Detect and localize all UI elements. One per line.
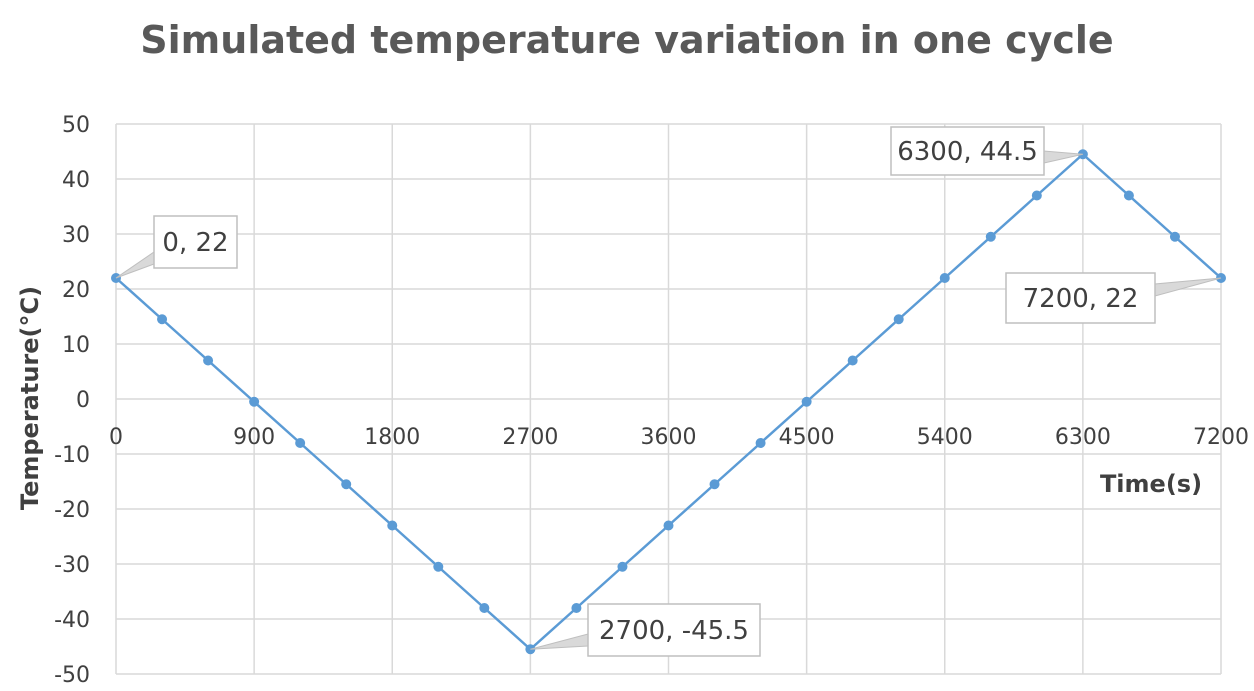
gridlines — [115, 123, 1222, 675]
callout-leader — [115, 251, 155, 279]
callout-leader — [1043, 150, 1083, 164]
y-axis-ticks: 50 40 30 20 10 0 -10 -20 -30 -40 -50 — [54, 113, 90, 688]
y-tick-label: 40 — [62, 168, 90, 193]
data-point — [341, 479, 352, 490]
x-tick-label: 0 — [109, 425, 123, 450]
data-point — [985, 231, 996, 242]
data-point — [1169, 231, 1180, 242]
data-point — [203, 355, 214, 366]
y-tick-label: -40 — [54, 608, 90, 633]
data-point — [709, 479, 720, 490]
x-tick-label: 2700 — [502, 425, 558, 450]
x-tick-label: 7200 — [1193, 425, 1249, 450]
x-tick-label: 3600 — [641, 425, 697, 450]
data-callouts: 0, 22 2700, -45.5 6300, 44.5 7200, 22 — [115, 126, 1222, 657]
y-tick-label: -20 — [54, 498, 90, 523]
callout-box — [890, 126, 1045, 176]
callout-label: 7200, 22 — [1023, 284, 1139, 314]
y-tick-label: 20 — [62, 278, 90, 303]
y-tick-label: -10 — [54, 443, 90, 468]
callout-box — [587, 603, 761, 657]
data-point — [249, 396, 260, 407]
data-point — [295, 438, 306, 448]
x-tick-label: 5400 — [917, 425, 973, 450]
data-point — [663, 520, 674, 531]
x-tick-label: 900 — [233, 425, 275, 450]
x-tick-label: 6300 — [1055, 425, 1111, 450]
y-tick-label: -30 — [54, 553, 90, 578]
data-point — [571, 603, 582, 613]
callout-leader — [1154, 277, 1222, 297]
callout-box — [153, 215, 238, 269]
y-tick-label: 10 — [62, 333, 90, 358]
x-axis-ticks: 0 900 1800 2700 3600 4500 5400 6300 7200 — [109, 425, 1249, 450]
data-point — [847, 355, 858, 366]
data-point — [617, 561, 628, 572]
data-point — [893, 314, 904, 325]
x-axis-title: Time(s) — [1100, 470, 1202, 498]
y-tick-label: 50 — [62, 113, 90, 138]
data-point — [1031, 190, 1042, 201]
data-point — [939, 273, 950, 283]
data-point — [157, 314, 168, 325]
data-point — [387, 520, 398, 531]
callout-label: 6300, 44.5 — [897, 137, 1038, 167]
data-point — [801, 396, 812, 407]
data-point — [755, 438, 766, 448]
data-point — [433, 561, 444, 572]
callout-label: 2700, -45.5 — [599, 616, 749, 646]
x-tick-label: 4500 — [779, 425, 835, 450]
chart-title: Simulated temperature variation in one c… — [140, 18, 1113, 62]
data-point — [479, 603, 490, 613]
callout-label: 0, 22 — [162, 228, 228, 258]
y-tick-label: 30 — [62, 223, 90, 248]
x-tick-label: 1800 — [364, 425, 420, 450]
y-axis-title: Temperature(°C) — [16, 286, 44, 510]
data-point — [1123, 190, 1134, 201]
series-group — [111, 149, 1226, 655]
y-tick-label: 0 — [76, 388, 90, 413]
callout-box — [1005, 272, 1156, 324]
y-tick-label: -50 — [54, 663, 90, 688]
